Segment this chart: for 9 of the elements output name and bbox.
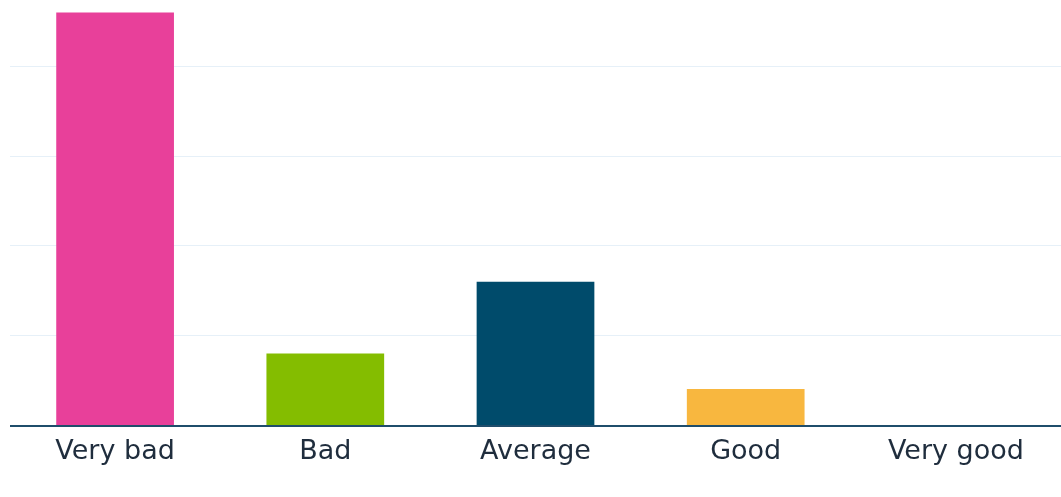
bar bbox=[686, 389, 805, 425]
bar bbox=[266, 353, 385, 425]
x-tick-label: Good bbox=[710, 434, 782, 466]
bar bbox=[476, 281, 595, 425]
bar bbox=[56, 12, 174, 425]
x-tick-label: Very bad bbox=[55, 434, 175, 466]
x-tick-label: Very good bbox=[887, 434, 1024, 466]
x-tick-label: Average bbox=[480, 434, 591, 466]
x-tick-label: Bad bbox=[299, 434, 352, 466]
